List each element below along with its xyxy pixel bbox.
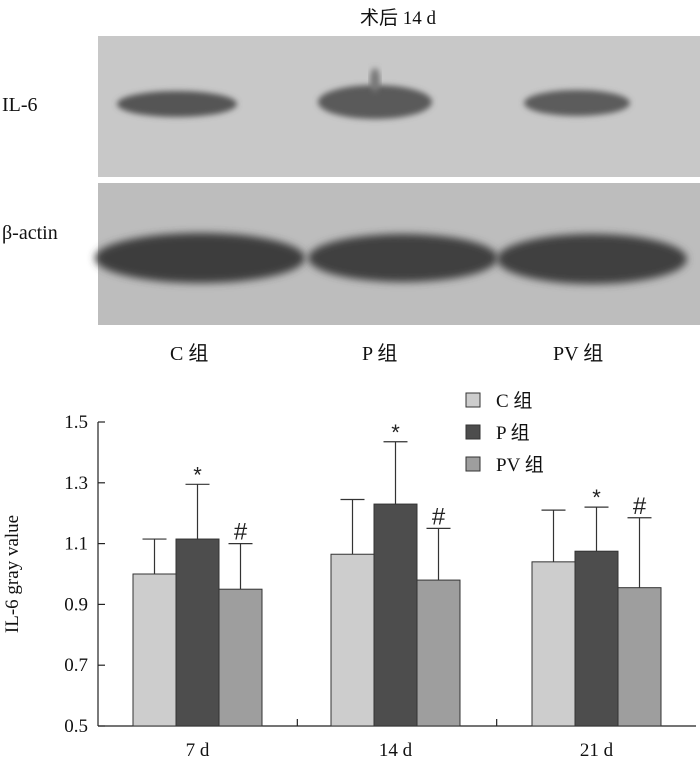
bar [617,587,662,727]
blot-row-label-actin: β-actin [2,222,58,244]
bar [574,550,619,727]
bar [132,573,177,727]
y-tick-label: 0.9 [64,594,88,615]
significance-mark: * [592,485,601,510]
il6-band-c [117,91,237,117]
bar-chart: 0.5 0.7 0.9 1.1 1.3 1.5 IL-6 gray value 7 d * #14… [2,390,696,761]
bar [330,553,375,727]
lane-label-p: P 组 [362,343,398,365]
bar [373,503,418,727]
x-tick-label: 14 d [379,740,413,761]
legend-label: P 组 [496,422,530,444]
il6-band-pv [524,90,630,116]
significance-mark: # [633,493,647,520]
legend-label: C 组 [496,390,532,412]
y-tick-label: 0.7 [64,655,88,676]
x-tick-label: 21 d [580,740,614,761]
actin-band-pv [497,234,687,284]
x-tick-label: 7 d [186,740,210,761]
bar [218,588,263,727]
il6-band-p [318,85,432,119]
y-tick-label: 1.5 [64,412,88,433]
legend-label: PV 组 [496,454,544,476]
bar [531,561,576,727]
legend-swatch [465,424,481,440]
blot-image [95,36,700,325]
y-tick-label: 0.5 [64,716,88,737]
legend-swatch [465,456,481,472]
y-axis-title: IL-6 gray value [2,515,23,633]
lane-label-pv: PV 组 [553,343,604,365]
blot-title: 术后 14 d [359,8,436,29]
actin-band-c [95,233,305,283]
bar [416,579,461,727]
blot-separator [98,177,700,183]
blot-row-label-il6: IL-6 [2,94,38,116]
legend-swatch [465,392,481,408]
significance-mark: # [432,503,446,530]
actin-band-p [308,234,498,282]
y-tick-label: 1.3 [64,473,88,494]
y-tick-label: 1.1 [64,534,88,555]
significance-mark: # [234,519,248,546]
bar [175,538,220,727]
western-blot-panel: 术后 14 d IL-6 β-actin C 组 P 组 PV 组 [0,0,700,380]
significance-mark: * [193,462,202,487]
il6-band-p-artifact [370,68,380,92]
significance-mark: * [391,420,400,445]
lane-label-c: C 组 [170,343,209,365]
